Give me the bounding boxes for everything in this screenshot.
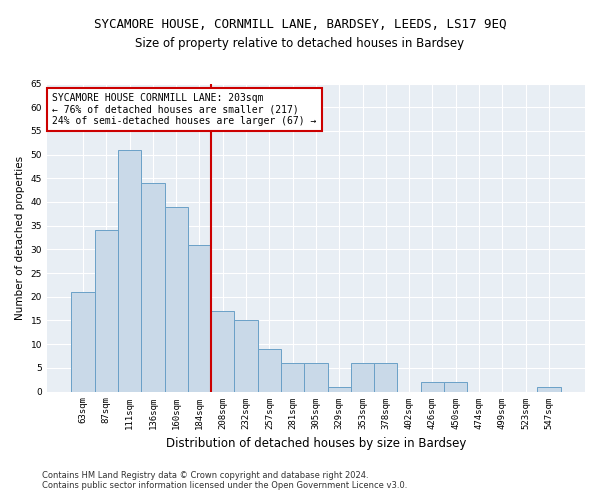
Bar bbox=[374, 363, 397, 392]
Bar bbox=[351, 363, 374, 392]
X-axis label: Distribution of detached houses by size in Bardsey: Distribution of detached houses by size … bbox=[166, 437, 466, 450]
Text: Contains HM Land Registry data © Crown copyright and database right 2024.: Contains HM Land Registry data © Crown c… bbox=[42, 471, 368, 480]
Bar bbox=[537, 387, 560, 392]
Bar bbox=[95, 230, 118, 392]
Bar bbox=[281, 363, 304, 392]
Bar bbox=[211, 311, 235, 392]
Bar bbox=[164, 206, 188, 392]
Text: Contains public sector information licensed under the Open Government Licence v3: Contains public sector information licen… bbox=[42, 481, 407, 490]
Bar bbox=[304, 363, 328, 392]
Bar bbox=[118, 150, 141, 392]
Bar bbox=[235, 320, 258, 392]
Bar bbox=[328, 387, 351, 392]
Text: Size of property relative to detached houses in Bardsey: Size of property relative to detached ho… bbox=[136, 38, 464, 51]
Bar bbox=[188, 244, 211, 392]
Bar bbox=[421, 382, 444, 392]
Text: SYCAMORE HOUSE CORNMILL LANE: 203sqm
← 76% of detached houses are smaller (217)
: SYCAMORE HOUSE CORNMILL LANE: 203sqm ← 7… bbox=[52, 92, 317, 126]
Bar bbox=[444, 382, 467, 392]
Bar bbox=[141, 183, 164, 392]
Bar bbox=[71, 292, 95, 392]
Text: SYCAMORE HOUSE, CORNMILL LANE, BARDSEY, LEEDS, LS17 9EQ: SYCAMORE HOUSE, CORNMILL LANE, BARDSEY, … bbox=[94, 18, 506, 30]
Y-axis label: Number of detached properties: Number of detached properties bbox=[15, 156, 25, 320]
Bar bbox=[258, 349, 281, 392]
